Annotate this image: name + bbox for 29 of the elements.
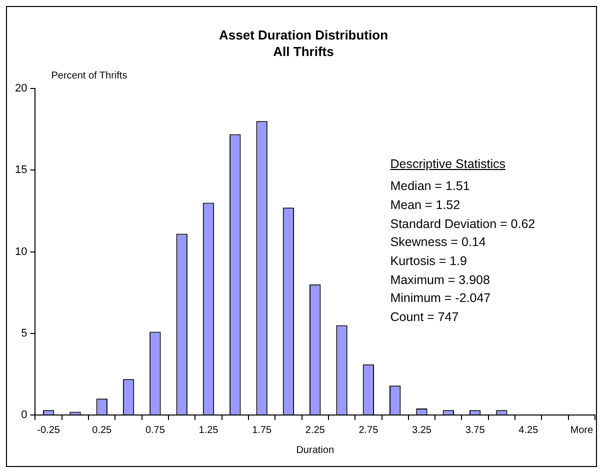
y-axis-title: Percent of Thrifts bbox=[51, 70, 128, 82]
annotation: Descriptive Statistics bbox=[390, 156, 507, 173]
x-tick-label: 4.25 bbox=[518, 424, 539, 436]
x-tick-label: 2.75 bbox=[358, 424, 379, 436]
y-tick-label: 15 bbox=[14, 164, 28, 176]
x-tick-label: 0.25 bbox=[92, 424, 112, 436]
y-tick-label: 20 bbox=[14, 82, 28, 95]
x-tick-label: 1.75 bbox=[252, 424, 272, 436]
annotation: Mean = 1.52 bbox=[390, 196, 462, 214]
annotation: Standard Deviation = 0.62 bbox=[390, 216, 536, 233]
x-tick-label: 3.25 bbox=[412, 424, 432, 436]
text: Asset Duration Distribution bbox=[218, 28, 388, 43]
x-tick-label: 0.75 bbox=[145, 424, 166, 436]
x-tick-label: 2.25 bbox=[305, 424, 326, 436]
y-tick-label: 10 bbox=[14, 246, 28, 258]
annotation: Median = 1.51 bbox=[390, 178, 471, 196]
y-tick-label: 5 bbox=[21, 327, 28, 340]
annotation: Kurtosis = 1.9 bbox=[390, 253, 468, 270]
x-tick-label: More bbox=[570, 424, 594, 436]
annotation: Skewness = 0.14 bbox=[390, 234, 487, 252]
annotation: Minimum = -2.047 bbox=[390, 290, 492, 308]
x-tick-label: 1.25 bbox=[198, 424, 219, 436]
y-tick-label: 0 bbox=[21, 409, 28, 422]
x-axis-title: Duration bbox=[296, 444, 334, 456]
annotation: Maximum = 3.908 bbox=[390, 272, 491, 289]
text: All Thrifts bbox=[273, 44, 334, 59]
annotation: Count = 747 bbox=[390, 309, 460, 326]
x-tick-label: -0.25 bbox=[37, 424, 60, 436]
x-tick-label: 3.75 bbox=[465, 424, 486, 436]
